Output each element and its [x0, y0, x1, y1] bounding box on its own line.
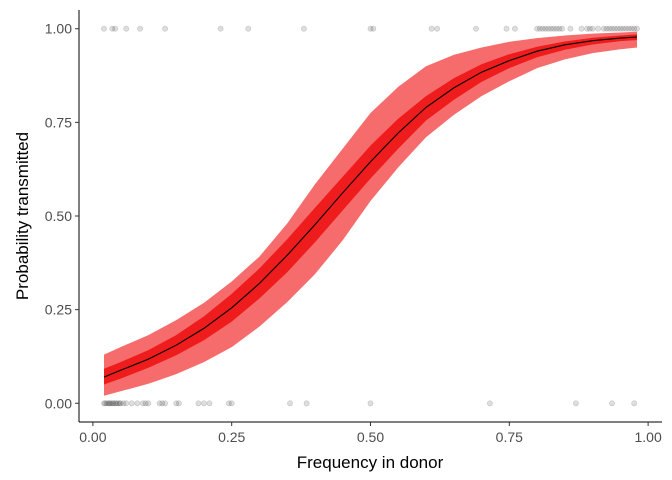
data-point-not-transmitted: [105, 400, 112, 407]
data-point-transmitted: [606, 25, 613, 32]
data-point-transmitted: [631, 25, 638, 32]
data-point-not-transmitted: [109, 400, 116, 407]
data-point-transmitted: [628, 25, 635, 32]
data-point-transmitted: [603, 25, 610, 32]
data-point-transmitted: [548, 25, 554, 32]
data-point-not-transmitted: [145, 400, 152, 407]
data-point-transmitted: [217, 25, 224, 32]
y-tick-label: 0.25: [45, 302, 72, 318]
data-point-not-transmitted: [159, 400, 166, 407]
inner-confidence-band: [104, 34, 637, 385]
plot-area: [101, 25, 640, 407]
axes: 0.00 0.25 0.50 0.75 1.00 0.00 0.25 0.50 0.75 1.00: [45, 10, 662, 445]
data-point-not-transmitted: [110, 400, 117, 407]
data-point-not-transmitted: [486, 400, 493, 407]
data-point-transmitted: [162, 25, 168, 32]
data-point-not-transmitted: [128, 400, 135, 407]
data-point-transmitted: [536, 25, 543, 32]
data-point-transmitted: [614, 25, 621, 32]
data-point-transmitted: [623, 25, 629, 32]
data-point-transmitted: [611, 25, 618, 32]
data-point-not-transmitted: [156, 400, 163, 407]
x-tick-label: 0.00: [79, 429, 106, 445]
data-point-transmitted: [609, 25, 615, 32]
data-point-transmitted: [101, 25, 107, 32]
x-tick-label: 0.25: [218, 429, 245, 445]
data-point-not-transmitted: [101, 400, 107, 407]
data-point-not-transmitted: [134, 400, 141, 407]
data-point-transmitted: [559, 25, 565, 32]
x-tick-label: 0.50: [357, 429, 384, 445]
x-axis-title: Frequency in donor: [297, 453, 444, 472]
data-point-not-transmitted: [175, 400, 182, 407]
data-point-not-transmitted: [120, 400, 127, 407]
data-point-transmitted: [578, 25, 585, 32]
data-point-transmitted: [550, 25, 557, 32]
data-point-not-transmitted: [139, 400, 146, 407]
y-axis-title: Probability transmitted: [13, 132, 32, 300]
data-point-transmitted: [617, 25, 624, 32]
data-point-transmitted: [589, 25, 596, 32]
fitted-curve: [103, 36, 638, 378]
data-point-not-transmitted: [115, 400, 121, 407]
y-tick-label: 1.00: [45, 21, 72, 37]
data-point-transmitted: [109, 25, 116, 32]
data-point-not-transmitted: [162, 400, 168, 407]
data-point-not-transmitted: [228, 400, 235, 407]
data-point-transmitted: [539, 25, 546, 32]
data-point-not-transmitted: [303, 400, 310, 407]
data-point-not-transmitted: [287, 400, 293, 407]
data-point-not-transmitted: [195, 400, 202, 407]
data-point-transmitted: [542, 25, 549, 32]
data-point-transmitted: [534, 25, 540, 32]
data-point-not-transmitted: [609, 400, 615, 407]
data-point-transmitted: [137, 25, 143, 32]
data-point-transmitted: [595, 25, 601, 32]
data-point-not-transmitted: [631, 400, 638, 407]
data-point-transmitted: [600, 25, 607, 32]
data-point-not-transmitted: [206, 400, 213, 407]
data-point-transmitted: [620, 25, 626, 32]
y-tick-label: 0.00: [45, 395, 72, 411]
data-point-transmitted: [584, 25, 590, 32]
data-point-not-transmitted: [142, 400, 149, 407]
data-point-not-transmitted: [102, 400, 108, 407]
data-point-not-transmitted: [123, 400, 130, 407]
data-point-transmitted: [123, 25, 130, 32]
data-point-transmitted: [434, 25, 440, 32]
data-point-transmitted: [473, 25, 479, 32]
x-tick-label: 0.75: [496, 429, 523, 445]
data-point-transmitted: [245, 25, 252, 32]
data-point-transmitted: [634, 25, 640, 32]
data-point-not-transmitted: [107, 400, 114, 407]
data-point-transmitted: [112, 25, 118, 32]
data-point-not-transmitted: [117, 400, 124, 407]
data-point-not-transmitted: [103, 400, 110, 407]
data-point-transmitted: [553, 25, 560, 32]
data-point-not-transmitted: [173, 400, 180, 407]
data-point-transmitted: [625, 25, 632, 32]
data-point-transmitted: [512, 25, 518, 32]
data-point-transmitted: [586, 25, 593, 32]
data-point-transmitted: [545, 25, 552, 32]
data-point-not-transmitted: [113, 400, 120, 407]
data-point-transmitted: [370, 25, 377, 32]
data-point-transmitted: [428, 25, 435, 32]
y-tick-label: 0.50: [45, 208, 72, 224]
data-point-not-transmitted: [116, 400, 123, 407]
data-point-not-transmitted: [573, 400, 579, 407]
x-tick-label: 1.00: [634, 429, 661, 445]
data-point-not-transmitted: [367, 400, 374, 407]
data-point-transmitted: [556, 25, 563, 32]
data-point-transmitted: [567, 25, 574, 32]
data-point-transmitted: [300, 25, 307, 32]
data-point-not-transmitted: [200, 400, 207, 407]
data-point-transmitted: [503, 25, 510, 32]
data-point-not-transmitted: [112, 400, 118, 407]
data-point-not-transmitted: [106, 400, 113, 407]
data-point-transmitted: [367, 25, 374, 32]
data-point-not-transmitted: [225, 400, 232, 407]
y-tick-label: 0.75: [45, 114, 72, 130]
